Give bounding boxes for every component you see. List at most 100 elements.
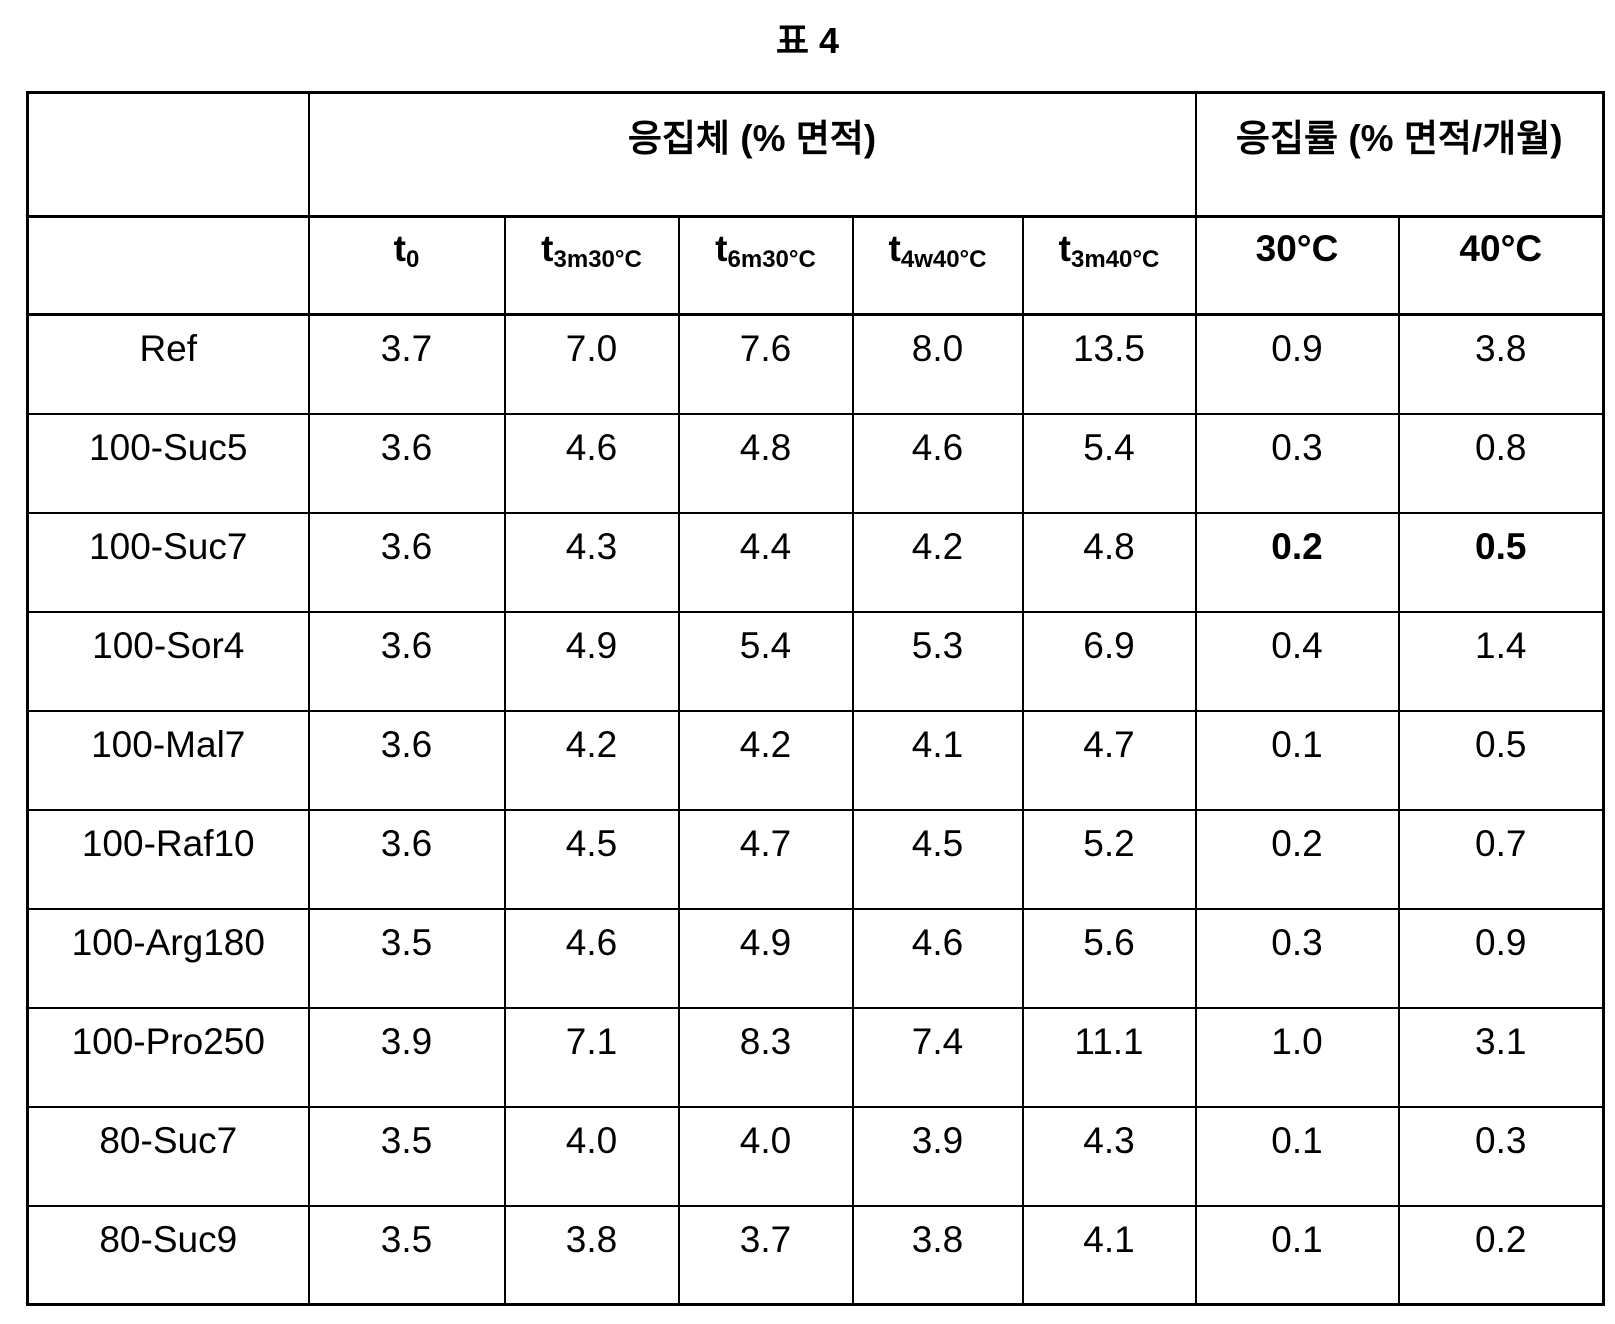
column-header-base: t: [889, 228, 901, 269]
table-cell: 4.8: [1023, 513, 1196, 612]
table-cell: 3.8: [505, 1206, 679, 1305]
column-header-subscript: 4w40°C: [901, 246, 987, 273]
table-cell: 0.9: [1399, 909, 1604, 1008]
table-cell: 4.7: [1023, 711, 1196, 810]
table-cell: 4.9: [679, 909, 853, 1008]
table-cell: 4.9: [505, 612, 679, 711]
column-header: 30°C: [1196, 217, 1399, 315]
row-label: 80-Suc9: [28, 1206, 309, 1305]
table-row: Ref3.77.07.68.013.50.93.8: [28, 315, 1604, 414]
table-title: 표 4: [0, 12, 1615, 64]
table-cell: 3.9: [853, 1107, 1023, 1206]
data-table: 응집체 (% 면적) 응집률 (% 면적/개월) t0t3m30°Ct6m30°…: [26, 91, 1605, 1306]
table-cell: 0.3: [1399, 1107, 1604, 1206]
row-label: 100-Suc5: [28, 414, 309, 513]
table-cell: 4.6: [505, 414, 679, 513]
table-cell: 0.7: [1399, 810, 1604, 909]
table-cell: 4.5: [505, 810, 679, 909]
table-row: 100-Mal73.64.24.24.14.70.10.5: [28, 711, 1604, 810]
table-row: 80-Suc93.53.83.73.84.10.10.2: [28, 1206, 1604, 1305]
table-cell: 0.1: [1196, 711, 1399, 810]
row-label: 100-Raf10: [28, 810, 309, 909]
table-cell: 4.2: [853, 513, 1023, 612]
table-cell: 3.5: [309, 1107, 505, 1206]
table-cell: 3.6: [309, 612, 505, 711]
column-header-base: t: [1059, 228, 1071, 269]
table-cell: 5.4: [1023, 414, 1196, 513]
table-row: 80-Suc73.54.04.03.94.30.10.3: [28, 1107, 1604, 1206]
table-cell: 0.2: [1196, 810, 1399, 909]
table-cell: 5.3: [853, 612, 1023, 711]
table-cell: 4.5: [853, 810, 1023, 909]
table-cell: 0.4: [1196, 612, 1399, 711]
table-cell: 3.6: [309, 810, 505, 909]
table-cell: 4.1: [853, 711, 1023, 810]
row-label: 100-Pro250: [28, 1008, 309, 1107]
table-cell: 5.2: [1023, 810, 1196, 909]
table-cell: 0.8: [1399, 414, 1604, 513]
table-cell: 4.0: [505, 1107, 679, 1206]
row-label: 100-Sor4: [28, 612, 309, 711]
header-row-columns: t0t3m30°Ct6m30°Ct4w40°Ct3m40°C30°C40°C: [28, 217, 1604, 315]
table-cell: 5.4: [679, 612, 853, 711]
table-cell: 3.6: [309, 711, 505, 810]
table-cell: 3.5: [309, 909, 505, 1008]
column-header-base: 30°C: [1256, 228, 1339, 269]
row-label: 100-Arg180: [28, 909, 309, 1008]
table-cell: 3.8: [853, 1206, 1023, 1305]
table-cell: 3.8: [1399, 315, 1604, 414]
table-cell: 5.6: [1023, 909, 1196, 1008]
table-cell: 4.1: [1023, 1206, 1196, 1305]
group-header-rate: 응집률 (% 면적/개월): [1196, 93, 1604, 217]
table-cell: 3.6: [309, 414, 505, 513]
table-row: 100-Arg1803.54.64.94.65.60.30.9: [28, 909, 1604, 1008]
table-cell: 3.1: [1399, 1008, 1604, 1107]
table-row: 100-Pro2503.97.18.37.411.11.03.1: [28, 1008, 1604, 1107]
table-cell: 7.1: [505, 1008, 679, 1107]
table-cell: 0.5: [1399, 711, 1604, 810]
column-header-subscript: 0: [406, 246, 419, 273]
corner-cell: [28, 93, 309, 217]
row-label: 100-Suc7: [28, 513, 309, 612]
table-cell: 4.3: [505, 513, 679, 612]
table-cell: 0.3: [1196, 909, 1399, 1008]
table-cell: 4.0: [679, 1107, 853, 1206]
group-header-aggregates: 응집체 (% 면적): [309, 93, 1196, 217]
table-cell: 0.1: [1196, 1107, 1399, 1206]
row-label: 100-Mal7: [28, 711, 309, 810]
table-cell: 1.4: [1399, 612, 1604, 711]
table-cell: 0.5: [1399, 513, 1604, 612]
table-cell: 4.3: [1023, 1107, 1196, 1206]
table-cell: 11.1: [1023, 1008, 1196, 1107]
table-row: 100-Sor43.64.95.45.36.90.41.4: [28, 612, 1604, 711]
column-header-subscript: 6m30°C: [728, 246, 816, 273]
table-cell: 4.6: [505, 909, 679, 1008]
column-header-base: 40°C: [1459, 228, 1542, 269]
table-cell: 3.5: [309, 1206, 505, 1305]
table-cell: 7.6: [679, 315, 853, 414]
column-header: t3m30°C: [505, 217, 679, 315]
table-cell: 8.3: [679, 1008, 853, 1107]
column-header: 40°C: [1399, 217, 1604, 315]
table-cell: 4.2: [679, 711, 853, 810]
table-cell: 13.5: [1023, 315, 1196, 414]
column-header-base: t: [541, 228, 553, 269]
corner-cell: [28, 217, 309, 315]
table-cell: 0.2: [1399, 1206, 1604, 1305]
table-cell: 6.9: [1023, 612, 1196, 711]
table-cell: 4.4: [679, 513, 853, 612]
row-label: Ref: [28, 315, 309, 414]
table-row: 100-Raf103.64.54.74.55.20.20.7: [28, 810, 1604, 909]
column-header-subscript: 3m40°C: [1071, 246, 1159, 273]
table-cell: 0.1: [1196, 1206, 1399, 1305]
table-cell: 3.7: [679, 1206, 853, 1305]
table-cell: 4.7: [679, 810, 853, 909]
table-cell: 0.2: [1196, 513, 1399, 612]
column-header: t4w40°C: [853, 217, 1023, 315]
table-cell: 7.0: [505, 315, 679, 414]
column-header-subscript: 3m30°C: [554, 246, 642, 273]
table-cell: 4.2: [505, 711, 679, 810]
table-cell: 4.8: [679, 414, 853, 513]
table-cell: 3.6: [309, 513, 505, 612]
header-row-groups: 응집체 (% 면적) 응집률 (% 면적/개월): [28, 93, 1604, 217]
